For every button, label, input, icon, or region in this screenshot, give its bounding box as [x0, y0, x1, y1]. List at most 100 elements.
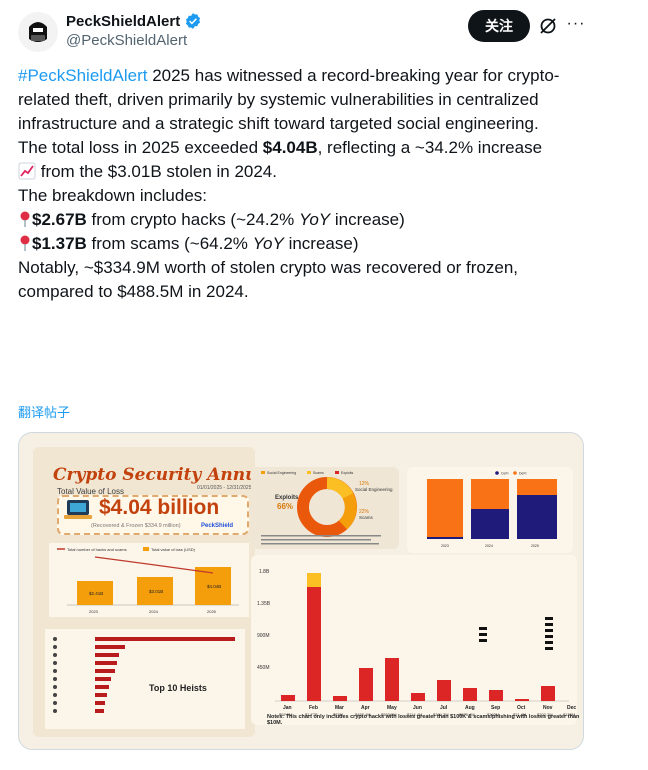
donut-exploits-label: Exploits — [275, 495, 299, 501]
donut-scams-label: Scams — [359, 515, 374, 520]
pushpin-icon — [20, 211, 30, 227]
legend-count: Total number of hacks and scams — [67, 547, 127, 552]
handle[interactable]: @PeckShieldAlert — [66, 32, 188, 49]
more-icon[interactable]: ··· — [566, 15, 586, 32]
legend-value: Total value of loss (USD) — [151, 547, 196, 552]
value-mar: $78M — [333, 712, 343, 717]
scams-suffix: increase) — [283, 234, 359, 253]
stack-year-2024: 2024 — [485, 544, 493, 548]
grok-icon[interactable] — [538, 16, 558, 36]
hacks-suffix: increase) — [330, 210, 405, 229]
top10-heists-chart — [45, 629, 245, 729]
follow-button[interactable]: 关注 — [468, 10, 530, 42]
month-jan: Jan — [283, 705, 292, 711]
scams-value: $1.37B — [32, 234, 87, 253]
stack-2025-cefi — [517, 495, 557, 539]
laptop-icon — [64, 500, 92, 519]
stack-2023-cefi — [427, 537, 463, 539]
report-dates: 01/01/2025 - 12/31/2025 — [197, 485, 252, 491]
stack-2023-defi — [427, 479, 463, 539]
donut-legend-social: Social Engineering — [267, 471, 296, 475]
label-2025: $4.04B — [207, 584, 221, 589]
scams-text: from scams (~64.2% — [86, 234, 253, 253]
ytick-1.35b: 1.35B — [257, 601, 271, 607]
monthly-loss-chart: 1.8B 1.35B 900M 450M — [257, 569, 576, 717]
month-oct: Oct — [517, 705, 526, 711]
total-loss-figure: $4.04 billion — [99, 496, 220, 519]
author-name-row[interactable]: PeckShieldAlert — [66, 12, 202, 30]
yearly-loss-chart: Total number of hacks and scams Total va… — [49, 543, 249, 617]
top10-title: Top 10 Heists — [149, 683, 207, 693]
month-sep: Sep — [491, 705, 500, 711]
media-image[interactable]: Crypto Security Annual Report Total Valu… — [18, 432, 584, 750]
monthly-chart-note: Notes: This chart only includes crypto h… — [267, 714, 580, 726]
verified-badge-icon — [186, 13, 201, 29]
value-jan: $97.5M — [279, 712, 292, 717]
recovered-note: (Recovered & Frozen $334.9 million) — [91, 523, 181, 529]
paragraph-recovered: Notably, ~$334.9M worth of stolen crypto… — [18, 258, 519, 301]
month-feb: Feb — [309, 705, 318, 711]
stack-2024-cefi — [471, 509, 509, 539]
breakdown-scams: $1.37B from scams (~64.2% YoY increase) — [18, 232, 578, 256]
tweet-text: #PeckShieldAlert 2025 has witnessed a re… — [18, 64, 578, 304]
stack-year-2025: 2025 — [531, 544, 539, 548]
paragraph-intro-text: 2025 has witnessed a record-breaking yea… — [18, 66, 560, 133]
month-dec: Dec — [567, 705, 576, 711]
month-may: May — [387, 705, 397, 711]
stack-year-2023: 2023 — [441, 544, 449, 548]
pushpin-icon — [20, 235, 30, 251]
hacks-text: from crypto hacks (~24.2% — [86, 210, 299, 229]
ytick-1.8b: 1.8B — [259, 569, 270, 575]
total-loss-text: The total loss in 2025 exceeded — [18, 138, 263, 157]
month-apr: Apr — [361, 705, 370, 711]
bar-2023 — [77, 581, 113, 605]
donut-social-label: Social Engineering — [355, 487, 393, 492]
value-feb: $1.77B — [305, 712, 318, 717]
stack-2024-defi — [471, 479, 509, 509]
hacks-yoy: YoY — [298, 210, 331, 229]
count-line — [94, 556, 214, 574]
cefi-defi-stacked-chart: CeFi DeFi 2023 2024 2025 — [427, 471, 557, 548]
month-nov: Nov — [543, 705, 553, 711]
month-jul: Jul — [440, 705, 448, 711]
month-aug: Aug — [465, 705, 475, 711]
label-2024: $3.01B — [149, 589, 163, 594]
breakdown-intro: The breakdown includes: — [18, 186, 208, 205]
brand-label: PeckShield — [201, 523, 234, 529]
label-2023: $2.41B — [89, 591, 103, 596]
year-2024: 2024 — [149, 609, 159, 614]
translate-post-link[interactable]: 翻译帖子 — [18, 406, 71, 421]
avatar[interactable] — [18, 12, 58, 52]
display-name[interactable]: PeckShieldAlert — [66, 12, 181, 30]
bar-2025 — [195, 567, 231, 605]
year-2025: 2025 — [207, 609, 217, 614]
total-loss-value: $4.04B — [262, 138, 318, 157]
scams-yoy: YoY — [252, 234, 284, 253]
hashtag-link[interactable]: #PeckShieldAlert — [18, 66, 148, 85]
report-subtitle: Total Value of Loss — [57, 487, 125, 496]
value-sep: $160M — [487, 712, 499, 717]
bar-2024 — [137, 577, 173, 605]
hacks-value: $2.67B — [32, 210, 87, 229]
paragraph-total-loss: The total loss in 2025 exceeded $4.04B, … — [18, 136, 578, 184]
month-jun: Jun — [413, 705, 422, 711]
loss-category-donut: Social Engineering Scams Exploits Exploi… — [261, 471, 393, 545]
month-mar: Mar — [335, 705, 344, 711]
value-aug: $175.4M — [459, 712, 475, 717]
donut-scams-pct: 22% — [359, 509, 370, 515]
breakdown-hacks: $2.67B from crypto hacks (~24.2% YoY inc… — [18, 208, 578, 232]
chart-increasing-emoji-icon — [18, 162, 36, 180]
donut-exploits-pct: 66% — [277, 502, 293, 511]
value-oct: $21.4M — [513, 712, 526, 717]
donut-social-pct: 12% — [359, 481, 370, 487]
value-nov: $202.2M — [537, 712, 553, 717]
year-2023: 2023 — [89, 609, 99, 614]
total-loss-increase: , reflecting a ~34.2% increase — [317, 138, 543, 157]
stacked-legend-defi: DeFi — [519, 472, 527, 476]
paragraph-intro: #PeckShieldAlert 2025 has witnessed a re… — [18, 64, 578, 136]
value-may: $593.5M — [381, 712, 397, 717]
value-dec: $120M — [563, 712, 575, 717]
value-jun: $114.4M — [407, 712, 422, 717]
stack-2025-defi — [517, 479, 557, 495]
